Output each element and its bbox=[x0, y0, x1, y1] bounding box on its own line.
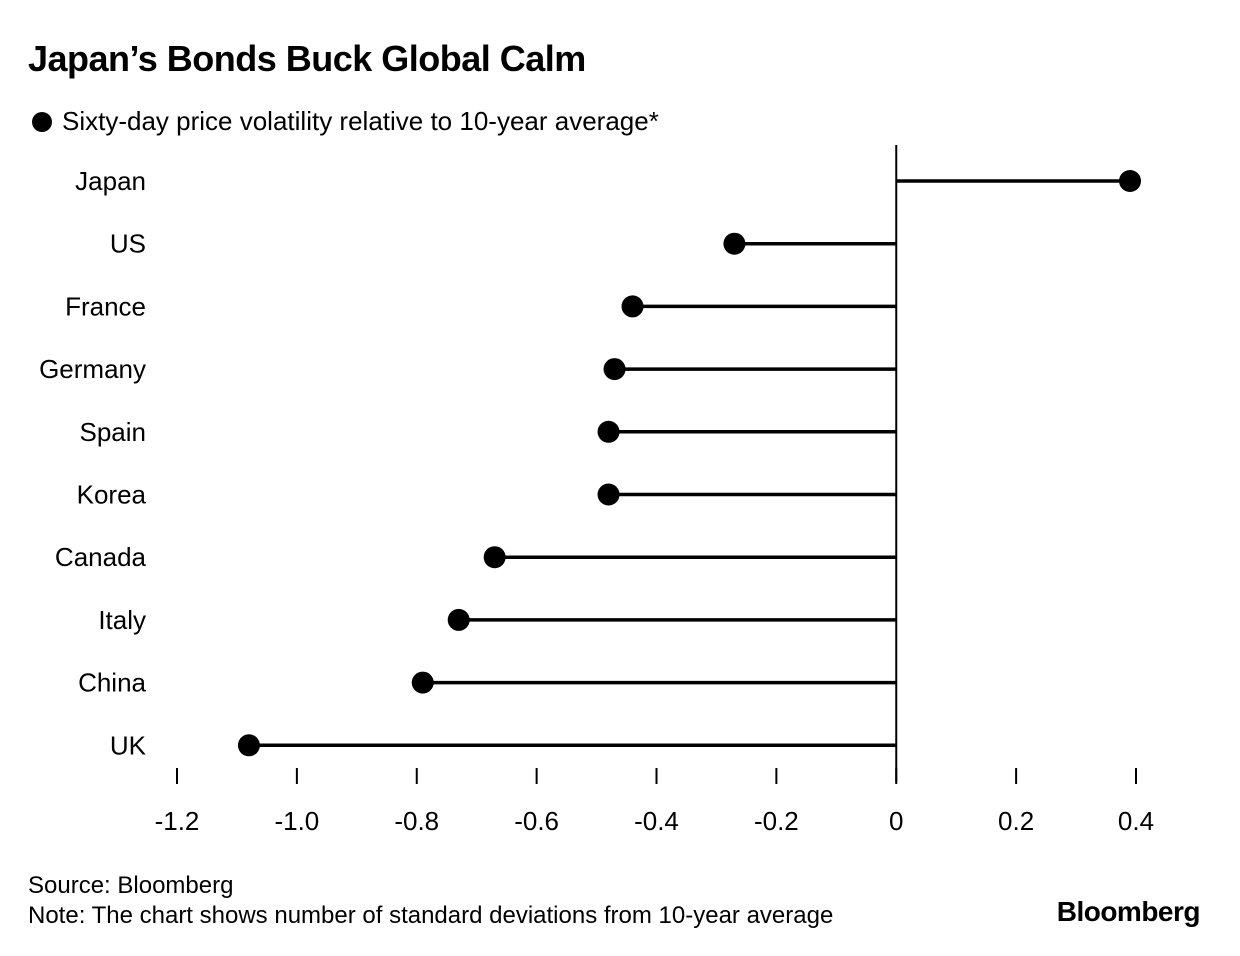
lollipop-dot bbox=[1119, 170, 1142, 192]
lollipop-dot bbox=[447, 608, 470, 631]
category-label: Japan bbox=[75, 166, 146, 196]
category-label: France bbox=[65, 291, 146, 321]
lollipop-dot bbox=[603, 358, 626, 381]
x-tick-label: 0.2 bbox=[998, 806, 1034, 836]
legend: Sixty-day price volatility relative to 1… bbox=[32, 106, 659, 137]
category-label: Canada bbox=[55, 542, 147, 572]
lollipop-dot bbox=[723, 232, 746, 255]
x-tick-label: -0.4 bbox=[634, 806, 679, 836]
category-label: Italy bbox=[98, 605, 146, 635]
lollipop-chart: Japan US France Germany Spain Korea Canada Ital… bbox=[39, 145, 1154, 836]
x-tick-label: -0.8 bbox=[394, 806, 439, 836]
chart-title: Japan’s Bonds Buck Global Calm bbox=[28, 38, 586, 79]
category-label: Germany bbox=[39, 354, 146, 384]
note-text: Note: The chart shows number of standard… bbox=[28, 902, 834, 929]
category-label: UK bbox=[110, 730, 147, 760]
lollipop-dot bbox=[597, 420, 620, 443]
category-label: China bbox=[78, 668, 146, 698]
lollipop-dot bbox=[483, 546, 506, 569]
lollipop-dot bbox=[621, 295, 644, 318]
x-tick-label: -1.2 bbox=[155, 806, 200, 836]
category-label: US bbox=[110, 229, 146, 259]
source-text: Source: Bloomberg bbox=[28, 872, 234, 899]
lollipop-dot bbox=[597, 483, 620, 506]
x-tick-label: 0 bbox=[889, 806, 903, 836]
x-tick-label: 0.4 bbox=[1118, 806, 1154, 836]
category-label: Spain bbox=[80, 417, 147, 447]
x-tick-label: -0.6 bbox=[514, 806, 559, 836]
category-label: Korea bbox=[77, 480, 147, 510]
x-tick-label: -0.2 bbox=[754, 806, 799, 836]
lollipop-dot bbox=[237, 734, 260, 757]
legend-dot-icon bbox=[32, 111, 52, 132]
lollipop-dot bbox=[411, 671, 434, 694]
bloomberg-logo: Bloomberg bbox=[1056, 896, 1201, 927]
x-tick-label: -1.0 bbox=[274, 806, 319, 836]
legend-label: Sixty-day price volatility relative to 1… bbox=[62, 106, 659, 136]
